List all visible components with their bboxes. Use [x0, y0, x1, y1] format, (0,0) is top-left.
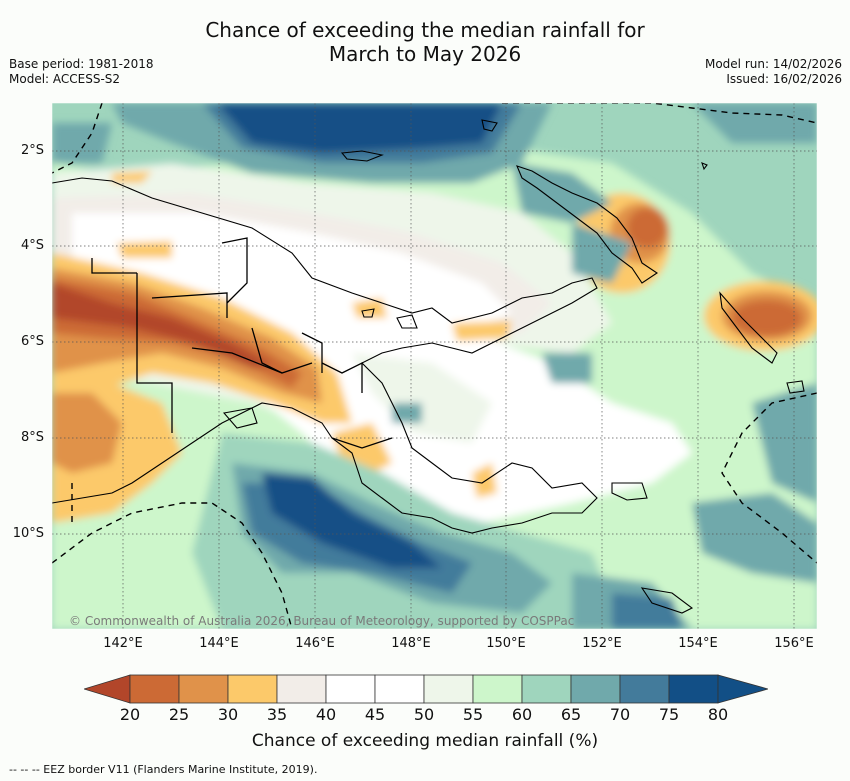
colorbar-tick-25: 25 [168, 705, 190, 724]
admin-borders [91, 237, 393, 449]
colorbar-tick-55: 55 [462, 705, 484, 724]
colorbar-cell-60-65 [521, 674, 572, 704]
lon-label-142e: 142°E [103, 636, 143, 651]
colorbar-tick-60: 60 [511, 705, 533, 724]
colorbar-cell-65-70 [570, 674, 621, 704]
colorbar-cell-25-30 [178, 674, 229, 704]
colorbar-cell-70-75 [619, 674, 670, 704]
graticule [52, 103, 817, 629]
colorbar-tick-35: 35 [266, 705, 288, 724]
colorbar-over-triangle [717, 674, 768, 704]
model-name: Model: ACCESS-S2 [9, 72, 121, 86]
lon-label-152e: 152°E [582, 636, 622, 651]
model-run: Model run: 14/02/2026 [704, 57, 842, 71]
map-title: Chance of exceeding the median rainfall … [0, 18, 850, 66]
colorbar-label: Chance of exceeding median rainfall (%) [251, 731, 599, 751]
lon-label-148e: 148°E [391, 636, 431, 651]
lon-label-156e: 156°E [774, 636, 814, 651]
colorbar-tick-50: 50 [413, 705, 435, 724]
colorbar-tick-40: 40 [315, 705, 337, 724]
colorbar-cell-50-55 [423, 674, 474, 704]
meta-right: Model run: 14/02/2026 Issued: 16/02/2026 [705, 57, 842, 87]
colorbar-cell-40-45 [325, 674, 376, 704]
colorbar-under-triangle [84, 674, 131, 704]
lon-label-150e: 150°E [486, 636, 526, 651]
colorbar-cell-45-50 [374, 674, 425, 704]
colorbar-cell-20-25 [129, 674, 180, 704]
colorbar-tick-80: 80 [707, 705, 729, 724]
colorbar-tick-65: 65 [560, 705, 582, 724]
probability-fields [52, 103, 817, 629]
colorbar [84, 674, 768, 704]
title-line-1: Chance of exceeding the median rainfall … [205, 18, 645, 42]
coastlines [52, 119, 805, 614]
colorbar-tick-30: 30 [217, 705, 239, 724]
lat-label-4s: 4°S [20, 238, 44, 253]
lat-label-8s: 8°S [20, 430, 44, 445]
title-line-2: March to May 2026 [328, 42, 522, 66]
copyright-notice: © Commonwealth of Australia 2026, Bureau… [69, 614, 575, 628]
lon-label-144e: 144°E [199, 636, 239, 651]
lon-label-146e: 146°E [295, 636, 335, 651]
lat-label-10s: 10°S [12, 526, 44, 541]
issued-date: Issued: 16/02/2026 [726, 72, 842, 86]
colorbar-cell-30-35 [227, 674, 278, 704]
rainfall-map [52, 103, 817, 629]
meta-left: Base period: 1981-2018 Model: ACCESS-S2 [9, 57, 154, 87]
colorbar-tick-20: 20 [119, 705, 141, 724]
lat-label-6s: 6°S [20, 334, 44, 349]
colorbar-tick-75: 75 [658, 705, 680, 724]
colorbar-tick-70: 70 [609, 705, 631, 724]
lon-label-154e: 154°E [678, 636, 718, 651]
colorbar-cell-35-40 [276, 674, 327, 704]
colorbar-tick-45: 45 [364, 705, 386, 724]
base-period: Base period: 1981-2018 [9, 57, 154, 71]
eez-legend: -- -- -- EEZ border V11 (Flanders Marine… [9, 763, 318, 776]
colorbar-cell-75-80 [668, 674, 719, 704]
eez-border [52, 103, 817, 629]
colorbar-cell-55-60 [472, 674, 523, 704]
lat-label-2s: 2°S [20, 143, 44, 158]
